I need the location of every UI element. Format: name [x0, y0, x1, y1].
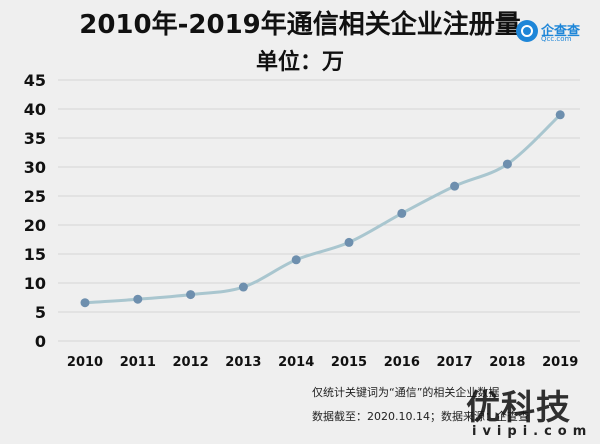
- x-tick-label: 2012: [173, 355, 209, 370]
- y-tick-label: 45: [24, 71, 46, 90]
- watermark: 优科技 ivipi.com: [458, 380, 598, 442]
- data-point-2015: [344, 237, 354, 247]
- y-tick-label: 15: [24, 245, 46, 264]
- data-point-2011: [133, 294, 143, 304]
- watermark-domain: ivipi.com: [472, 424, 593, 439]
- x-tick-label: 2016: [384, 355, 420, 370]
- x-tick-label: 2010: [67, 355, 103, 370]
- series-line: [84, 113, 562, 305]
- chart-title: 2010年-2019年通信相关企业注册量: [79, 10, 521, 40]
- x-tick-label: 2019: [542, 355, 578, 370]
- x-tick-label: 2014: [278, 355, 314, 370]
- y-tick-label: 20: [24, 216, 46, 235]
- x-tick-label: 2017: [437, 355, 473, 370]
- footnote-scope: 仅统计关键词为“通信”的相关企业数据: [312, 386, 500, 399]
- y-tick-label: 5: [35, 303, 46, 322]
- y-tick-label: 35: [24, 129, 46, 148]
- x-tick-label: 2013: [225, 355, 261, 370]
- footnote-source: 数据截至：2020.10.14；数据来源：企查查: [312, 410, 529, 423]
- data-point-2013: [238, 282, 248, 292]
- data-point-2016: [397, 208, 407, 218]
- watermark-brand: 优科技: [466, 388, 571, 428]
- chart-subtitle: 单位：万: [255, 50, 344, 75]
- data-point-2018: [502, 159, 512, 169]
- data-point-2010: [80, 298, 90, 308]
- qcc-logo: 企查查 Qcc.com: [516, 20, 596, 46]
- logo-domain: Qcc.com: [541, 35, 572, 43]
- y-tick-label: 30: [24, 158, 46, 177]
- data-point-2014: [291, 255, 301, 265]
- data-point-2012: [186, 290, 196, 300]
- y-tick-label: 25: [24, 187, 46, 206]
- x-tick-label: 2011: [120, 355, 156, 370]
- x-tick-label: 2015: [331, 355, 367, 370]
- data-point-2017: [450, 181, 460, 191]
- logo-name: 企查查: [541, 24, 581, 39]
- data-point-2019: [555, 110, 565, 120]
- y-tick-label: 10: [24, 274, 46, 293]
- magnifier-icon: [516, 20, 538, 42]
- x-tick-label: 2018: [489, 355, 525, 370]
- y-tick-label: 40: [24, 100, 46, 119]
- y-tick-label: 0: [35, 332, 46, 351]
